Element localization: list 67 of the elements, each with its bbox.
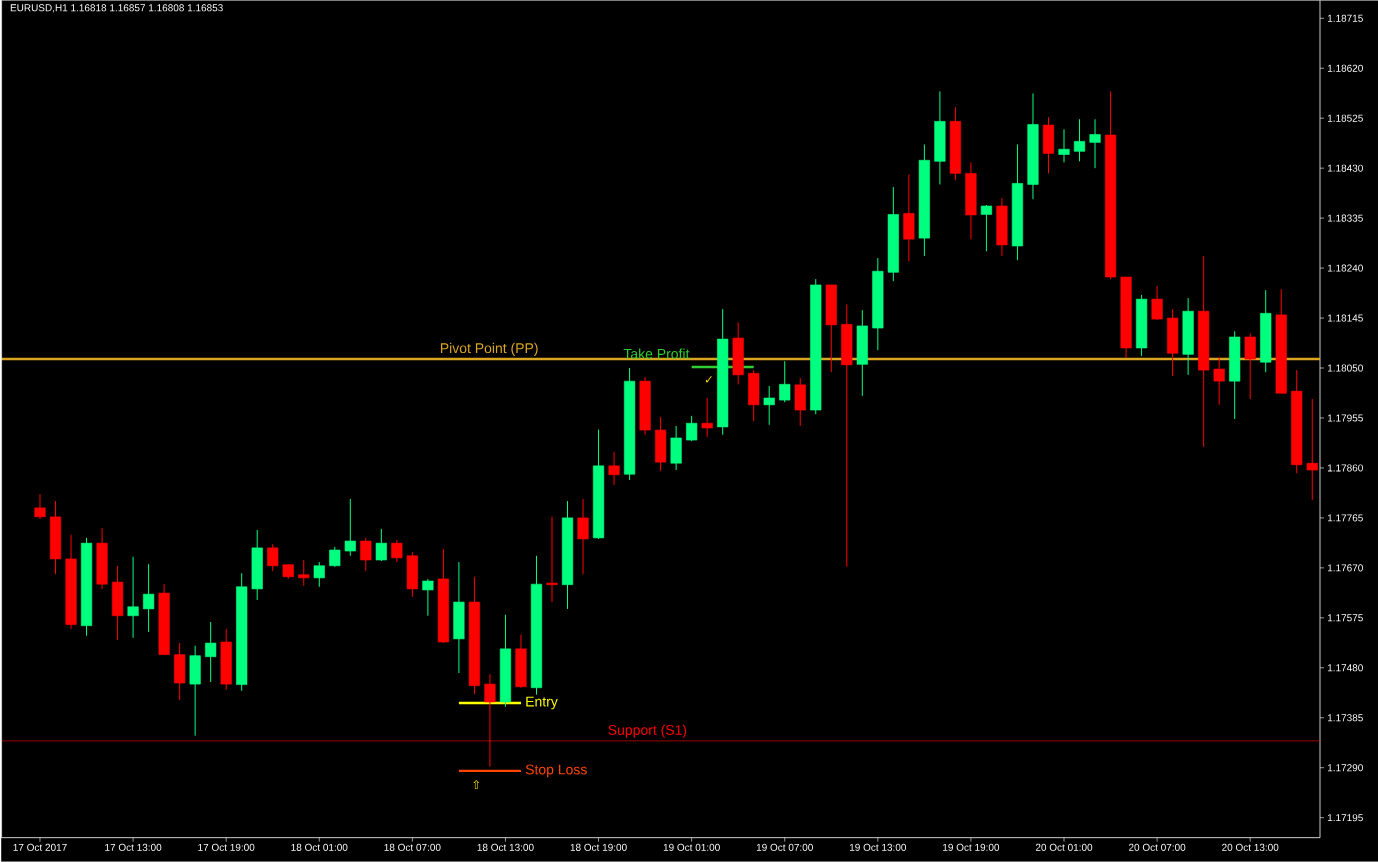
- candlestick: [1244, 332, 1256, 400]
- y-tick-label: 1.17480: [1327, 664, 1363, 672]
- candlestick: [608, 451, 620, 486]
- y-tick-label: 1.18240: [1327, 264, 1363, 272]
- candlestick: [375, 528, 387, 562]
- candlestick: [313, 561, 325, 588]
- candlestick: [980, 204, 993, 252]
- candlestick: [1213, 356, 1225, 406]
- ref-line-label: Pivot Point (PP): [440, 343, 538, 357]
- candlestick: [1306, 398, 1318, 501]
- candlestick: [360, 537, 372, 572]
- series-label: Take Profit: [623, 348, 690, 359]
- x-tick-label: 19 Oct 01:00: [663, 844, 720, 852]
- candlestick: [1089, 118, 1101, 169]
- chart-title: EURUSD,H1 1.16818 1.16857 1.16808 1.16853: [10, 4, 223, 13]
- y-tick-label: 1.18620: [1327, 64, 1363, 72]
- x-tick-label: 20 Oct 07:00: [1129, 844, 1186, 852]
- candlestick: [779, 360, 791, 403]
- y-tick-label: 1.17670: [1327, 564, 1363, 572]
- y-tick-label: 1.18525: [1327, 114, 1363, 122]
- y-tick-label: 1.17860: [1327, 464, 1363, 472]
- y-tick-label: 1.18430: [1327, 164, 1363, 172]
- annotation: ✓: [705, 376, 712, 383]
- candlestick: [34, 493, 46, 520]
- y-tick-label: 1.18715: [1327, 14, 1363, 22]
- x-tick-label: 19 Oct 13:00: [849, 844, 907, 852]
- candlestick: [701, 397, 713, 438]
- y-tick-label: 1.17195: [1327, 814, 1363, 822]
- series-label: Entry: [526, 696, 558, 710]
- candlestick: [577, 498, 589, 575]
- candlestick: [329, 546, 341, 568]
- candlestick: [686, 415, 698, 442]
- x-tick-label: 17 Oct 19:00: [198, 844, 255, 852]
- x-tick-label: 18 Oct 01:00: [291, 844, 348, 852]
- y-tick-label: 1.17575: [1327, 614, 1363, 622]
- candlestick: [546, 516, 558, 603]
- candlestick: [298, 559, 310, 587]
- x-tick-label: 19 Oct 07:00: [756, 844, 813, 852]
- candlestick: [1151, 285, 1163, 321]
- ref-line-label: Support (S1): [608, 724, 687, 738]
- candlestick: [422, 578, 434, 617]
- y-tick-label: 1.18145: [1327, 314, 1363, 322]
- x-tick-label: 20 Oct 13:00: [1222, 844, 1279, 852]
- y-tick-label: 1.17290: [1327, 764, 1363, 772]
- candlestick: [1073, 118, 1086, 162]
- y-tick-label: 1.17955: [1327, 414, 1363, 422]
- y-tick-label: 1.18335: [1327, 214, 1363, 222]
- candlestick: [143, 563, 155, 633]
- candlestick: [267, 543, 279, 572]
- series-label: Stop Loss: [525, 764, 587, 778]
- candlestick: [763, 385, 775, 426]
- y-tick-label: 1.17765: [1327, 514, 1363, 522]
- x-tick-label: 19 Oct 19:00: [943, 844, 1000, 852]
- annotation: ⇧: [473, 780, 480, 790]
- candlestick: [391, 539, 403, 563]
- candlestick: [344, 498, 356, 557]
- y-tick-label: 1.17385: [1327, 714, 1363, 722]
- x-tick-label: 17 Oct 13:00: [105, 844, 162, 852]
- x-tick-label: 17 Oct 2017: [13, 844, 67, 852]
- y-tick-label: 1.18050: [1327, 364, 1363, 372]
- candlestick: [127, 556, 139, 639]
- x-tick-label: 18 Oct 13:00: [477, 844, 534, 852]
- candlestick: [205, 621, 217, 683]
- candlestick: [1058, 128, 1070, 164]
- x-tick-label: 18 Oct 07:00: [384, 844, 441, 852]
- x-tick-label: 20 Oct 01:00: [1035, 844, 1093, 852]
- x-tick-label: 18 Oct 19:00: [570, 844, 627, 852]
